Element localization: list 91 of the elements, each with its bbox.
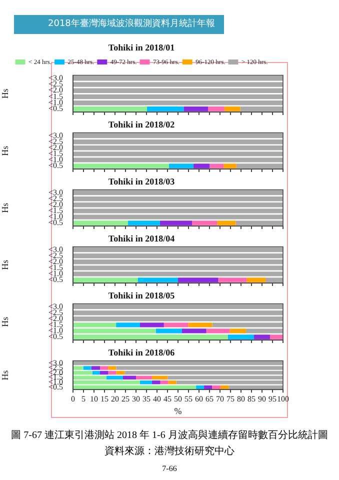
bar — [218, 278, 247, 282]
bar — [108, 366, 116, 370]
y-axis-title: Hs — [0, 88, 10, 99]
bar — [212, 385, 220, 390]
bar — [140, 380, 152, 384]
caption: 圖 7-67 連江東引港測站 2018 年 1-6 月波高與連續存留時數百分比統計圖 — [10, 428, 329, 442]
x-tick-label: 100 — [277, 394, 289, 404]
bar — [74, 164, 169, 168]
x-tick-label: 5 — [82, 394, 86, 404]
y-tick-label: <0.5 — [48, 161, 63, 170]
bar — [270, 334, 283, 340]
chart-title: Tohiki in 2018/05 — [108, 290, 176, 301]
x-tick-label: 30 — [132, 394, 140, 404]
bar — [152, 376, 168, 380]
bar — [160, 220, 192, 226]
bar — [116, 322, 140, 328]
bar — [206, 328, 230, 334]
bar — [74, 278, 138, 282]
bar — [138, 278, 178, 282]
y-axis-title: Hs — [0, 316, 10, 327]
bar — [164, 322, 188, 328]
bar — [74, 106, 147, 112]
x-tick-label: 75 — [226, 394, 234, 404]
y-axis-title: Hs — [0, 145, 10, 156]
y-tick-label: <0.5 — [48, 332, 63, 342]
bar — [74, 220, 128, 226]
bar — [210, 164, 224, 168]
x-tick-label: 80 — [237, 394, 245, 404]
bar — [224, 164, 236, 168]
y-tick-label: <0.5 — [48, 218, 63, 228]
bar — [192, 220, 218, 226]
x-tick-label: 25 — [122, 394, 130, 404]
x-tick-label: 60 — [195, 394, 203, 404]
bar — [168, 164, 194, 168]
bar — [254, 334, 270, 340]
text: 7-66 — [161, 464, 178, 473]
bar — [122, 376, 136, 380]
bar — [83, 366, 92, 370]
y-axis-title: Hs — [0, 370, 10, 380]
bar — [178, 278, 218, 282]
bar — [246, 278, 266, 282]
x-tick-label: 35 — [142, 394, 150, 404]
bar — [108, 370, 116, 375]
x-tick-label: 10 — [90, 394, 98, 404]
y-tick-label: <0.5 — [48, 275, 63, 284]
bar — [182, 328, 206, 334]
bar — [106, 376, 123, 380]
chart-title: Tohiki in 2018/02 — [108, 120, 176, 130]
chart-title: Tohiki in 2018/01 — [108, 42, 176, 53]
text: 2018年臺灣海域波浪觀測資料月統計年報 — [14, 15, 224, 34]
x-tick-label: 45 — [164, 394, 172, 404]
x-tick-label: 95 — [268, 394, 276, 404]
bar — [168, 380, 176, 384]
bar — [156, 328, 182, 334]
bar — [224, 106, 240, 112]
x-tick-label: 85 — [248, 394, 256, 404]
x-tick-label: 50 — [174, 394, 182, 404]
bar — [220, 385, 229, 390]
bar — [217, 220, 236, 226]
bar — [136, 376, 152, 380]
chart-title: Tohiki in 2018/03 — [108, 176, 176, 187]
bar — [188, 322, 212, 328]
x-tick-label: 0 — [71, 394, 75, 404]
bar — [204, 385, 212, 390]
bar — [128, 220, 160, 226]
bar — [160, 380, 168, 384]
y-axis-title: Hs — [0, 259, 10, 270]
bar — [196, 385, 204, 390]
y-axis-title: Hs — [0, 202, 10, 213]
x-tick-label: 40 — [153, 394, 161, 404]
bar — [193, 164, 210, 168]
bar — [146, 106, 184, 112]
x-tick-label: 55 — [184, 394, 192, 404]
x-tick-label: 65 — [206, 394, 214, 404]
bar — [230, 328, 246, 334]
x-tick-label: 20 — [111, 394, 119, 404]
bar — [152, 380, 160, 384]
x-tick-label: 15 — [100, 394, 108, 404]
y-tick-label: <0.5 — [48, 104, 63, 114]
x-axis-title: % — [174, 406, 182, 416]
source-note: 資料來源：港灣技術研究中心 — [104, 444, 236, 458]
bar — [140, 322, 164, 328]
bar — [228, 334, 254, 340]
chart-title: Tohiki in 2018/04 — [108, 234, 176, 244]
bar — [184, 106, 208, 112]
bar — [100, 366, 108, 370]
y-tick-label: <3.0 — [48, 73, 63, 82]
x-tick-label: 90 — [258, 394, 266, 404]
bar — [208, 106, 224, 112]
x-tick-label: 70 — [216, 394, 224, 404]
chart-title: Tohiki in 2018/06 — [108, 348, 176, 358]
